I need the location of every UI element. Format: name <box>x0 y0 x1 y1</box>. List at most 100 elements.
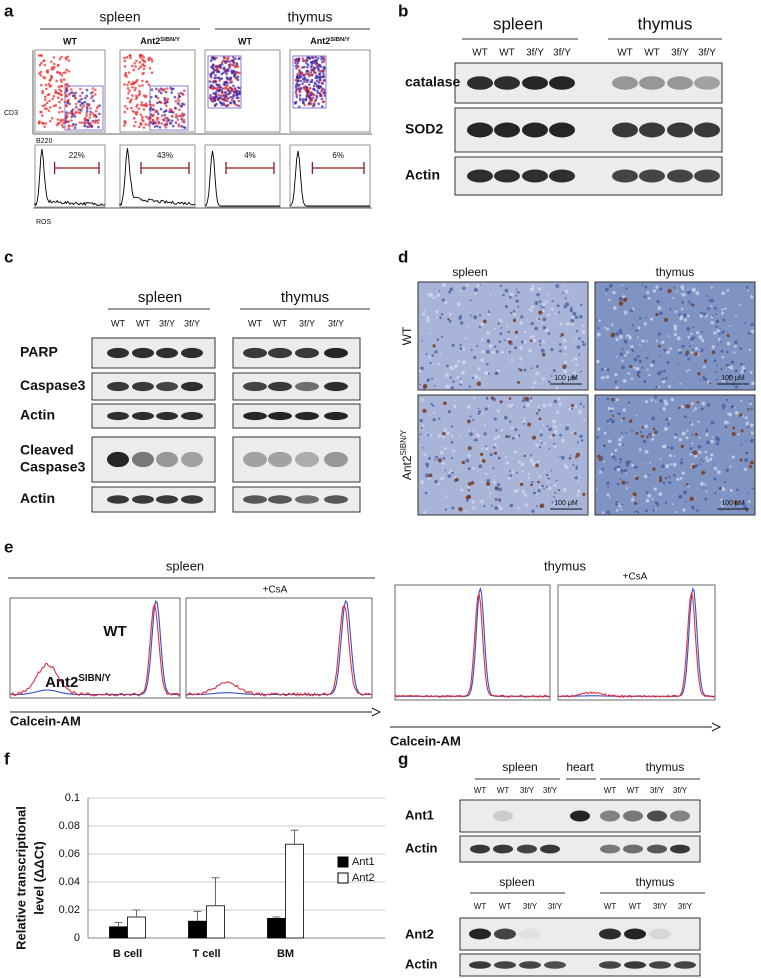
tissue-dot <box>464 337 468 340</box>
event-dot <box>125 107 129 110</box>
stain-dot <box>490 396 495 400</box>
event-dot <box>142 94 146 97</box>
tissue-dot <box>710 304 713 307</box>
tissue-dot <box>444 469 447 472</box>
event-dot <box>181 93 185 96</box>
event-dot <box>140 103 143 107</box>
stain-dot <box>493 451 497 455</box>
event-dot <box>317 102 321 106</box>
tissue-dot <box>612 291 616 295</box>
event-dot <box>82 104 86 108</box>
stain-dot <box>610 332 616 338</box>
tissue-dot <box>686 314 690 318</box>
tissue-dot <box>678 350 683 355</box>
event-dot <box>129 82 133 86</box>
tissue-dot <box>540 308 545 313</box>
tissue-dot <box>509 292 514 297</box>
tissue-dot <box>617 411 621 415</box>
tissue-dot <box>523 406 526 409</box>
event-dot <box>232 100 236 103</box>
event-dot <box>235 91 238 95</box>
tissue-dot <box>499 318 503 322</box>
tissue-dot <box>485 349 490 354</box>
event-dot <box>74 123 78 127</box>
tissue-dot <box>529 348 532 352</box>
stain-dot <box>732 426 736 430</box>
stain-dot <box>635 476 639 481</box>
tissue-dot <box>681 344 685 348</box>
event-dot <box>296 61 300 65</box>
event-dot <box>164 90 168 94</box>
event-dot <box>58 106 62 110</box>
event-dot <box>226 58 229 61</box>
tissue-dot <box>661 340 665 344</box>
event-dot <box>68 124 71 128</box>
stain-dot <box>629 365 633 368</box>
tissue-dot <box>740 399 743 402</box>
event-dot <box>316 62 319 66</box>
band <box>494 961 516 969</box>
band <box>156 381 178 392</box>
event-dot <box>298 97 302 100</box>
tissue-dot <box>704 456 708 460</box>
event-dot <box>320 69 324 72</box>
tissue-dot <box>751 381 755 386</box>
event-dot <box>62 121 65 125</box>
tissue-dot <box>510 426 514 430</box>
event-dot <box>229 76 233 80</box>
tissue-dot <box>547 380 551 384</box>
tissue-dot <box>691 341 694 344</box>
band <box>519 928 541 940</box>
tissue-dot <box>747 332 750 335</box>
tissue-dot <box>577 416 580 419</box>
tissue-dot <box>661 379 666 384</box>
tissue-dot <box>689 453 693 456</box>
tissue-dot <box>683 318 688 322</box>
tissue-dot <box>633 366 636 370</box>
tissue-dot <box>699 379 702 382</box>
event-dot <box>238 86 242 90</box>
stain-dot <box>668 475 671 479</box>
event-dot <box>141 72 144 76</box>
event-dot <box>67 69 71 73</box>
tissue-dot <box>710 420 715 425</box>
tissue-dot <box>515 288 518 290</box>
tissue-dot <box>439 316 442 320</box>
stain-dot <box>739 413 743 417</box>
tissue-dot <box>596 488 598 491</box>
tissue-dot <box>688 345 692 348</box>
tissue-dot <box>700 407 704 411</box>
event-dot <box>150 95 153 99</box>
tissue-dot <box>682 433 685 436</box>
event-dot <box>44 122 48 125</box>
tissue-dot <box>448 319 452 323</box>
stain-dot <box>494 486 499 491</box>
event-dot <box>294 61 297 65</box>
stain-dot <box>622 297 628 302</box>
stain-dot <box>574 432 577 435</box>
tissue-dot <box>716 437 721 442</box>
tissue-dot <box>682 313 687 318</box>
tissue-dot <box>749 402 752 406</box>
tissue-dot <box>529 458 534 463</box>
event-dot <box>131 85 134 89</box>
event-dot <box>43 76 47 80</box>
tissue-dot <box>665 417 669 421</box>
event-dot <box>317 72 321 76</box>
tissue-dot <box>504 455 508 459</box>
stain-dot <box>745 509 748 512</box>
band <box>494 122 520 138</box>
tissue-dot <box>606 481 610 485</box>
tissue-dot <box>634 465 638 469</box>
tissue-dot <box>426 378 430 382</box>
tissue-dot <box>640 343 643 345</box>
tissue-dot <box>721 403 726 408</box>
tissue-dot <box>434 455 437 458</box>
event-dot <box>165 123 169 126</box>
event-dot <box>57 111 61 114</box>
event-dot <box>314 98 318 101</box>
tissue-dot <box>464 510 467 513</box>
tissue-dot <box>477 367 481 371</box>
tissue-dot <box>477 407 480 410</box>
tissue-dot <box>625 431 628 434</box>
